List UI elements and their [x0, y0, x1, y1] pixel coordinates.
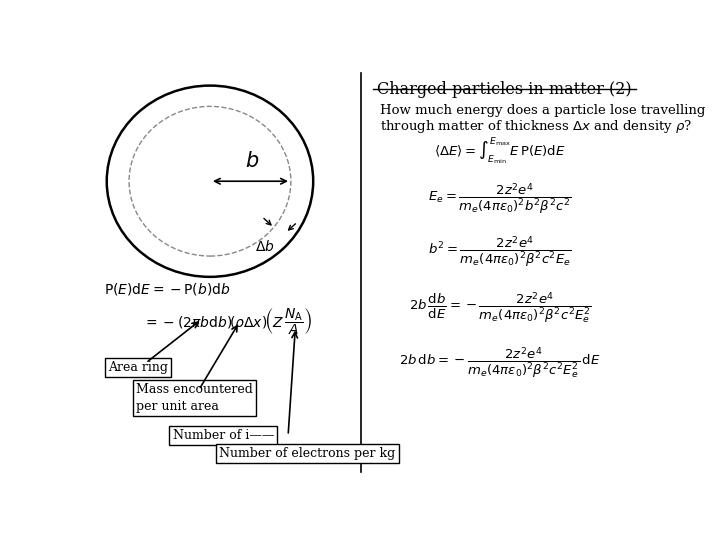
Text: Charged particles in matter (2): Charged particles in matter (2) — [377, 80, 631, 98]
Text: Number of electrons per kg: Number of electrons per kg — [220, 447, 396, 460]
Text: $b^2 = \dfrac{2z^2 e^4}{m_e\left(4\pi\varepsilon_0\right)^2 \beta^2 c^2 E_e}$: $b^2 = \dfrac{2z^2 e^4}{m_e\left(4\pi\va… — [428, 234, 572, 268]
Text: Area ring: Area ring — [108, 361, 168, 374]
Text: How much energy does a particle lose travelling: How much energy does a particle lose tra… — [380, 104, 706, 117]
Text: through matter of thickness $\Delta x$ and density $\rho$?: through matter of thickness $\Delta x$ a… — [380, 118, 693, 134]
Text: Mass encountered
per unit area: Mass encountered per unit area — [136, 383, 253, 413]
Text: $E_e = \dfrac{2z^2 e^4}{m_e\left(4\pi\varepsilon_0\right)^2 b^2 \beta^2 c^2}$: $E_e = \dfrac{2z^2 e^4}{m_e\left(4\pi\va… — [428, 181, 572, 216]
Text: $\langle\Delta E\rangle = \int_{E_{\mathrm{min}}}^{E_{\mathrm{max}}} E\, \mathrm: $\langle\Delta E\rangle = \int_{E_{\math… — [434, 136, 566, 167]
Text: Number of i——: Number of i—— — [173, 429, 274, 442]
Text: $2b\,\dfrac{\mathrm{d}b}{\mathrm{d}E} = -\dfrac{2z^2 e^4}{m_e\left(4\pi\varepsil: $2b\,\dfrac{\mathrm{d}b}{\mathrm{d}E} = … — [409, 291, 592, 326]
Text: $2b\,\mathrm{d}b = -\dfrac{2z^2 e^4}{m_e\left(4\pi\varepsilon_0\right)^2 \beta^2: $2b\,\mathrm{d}b = -\dfrac{2z^2 e^4}{m_e… — [400, 346, 601, 381]
Text: $= -\left(2\pi b\mathrm{d}b\right)\!\left(\rho\Delta x\right)\!\left(Z\,\dfrac{N: $= -\left(2\pi b\mathrm{d}b\right)\!\lef… — [143, 306, 312, 337]
Text: $\Delta b$: $\Delta b$ — [255, 239, 274, 254]
Text: $b$: $b$ — [245, 151, 259, 171]
Text: $\mathrm{P}(E)\mathrm{d}E = -\mathrm{P}(b)\mathrm{d}b$: $\mathrm{P}(E)\mathrm{d}E = -\mathrm{P}(… — [104, 280, 230, 296]
